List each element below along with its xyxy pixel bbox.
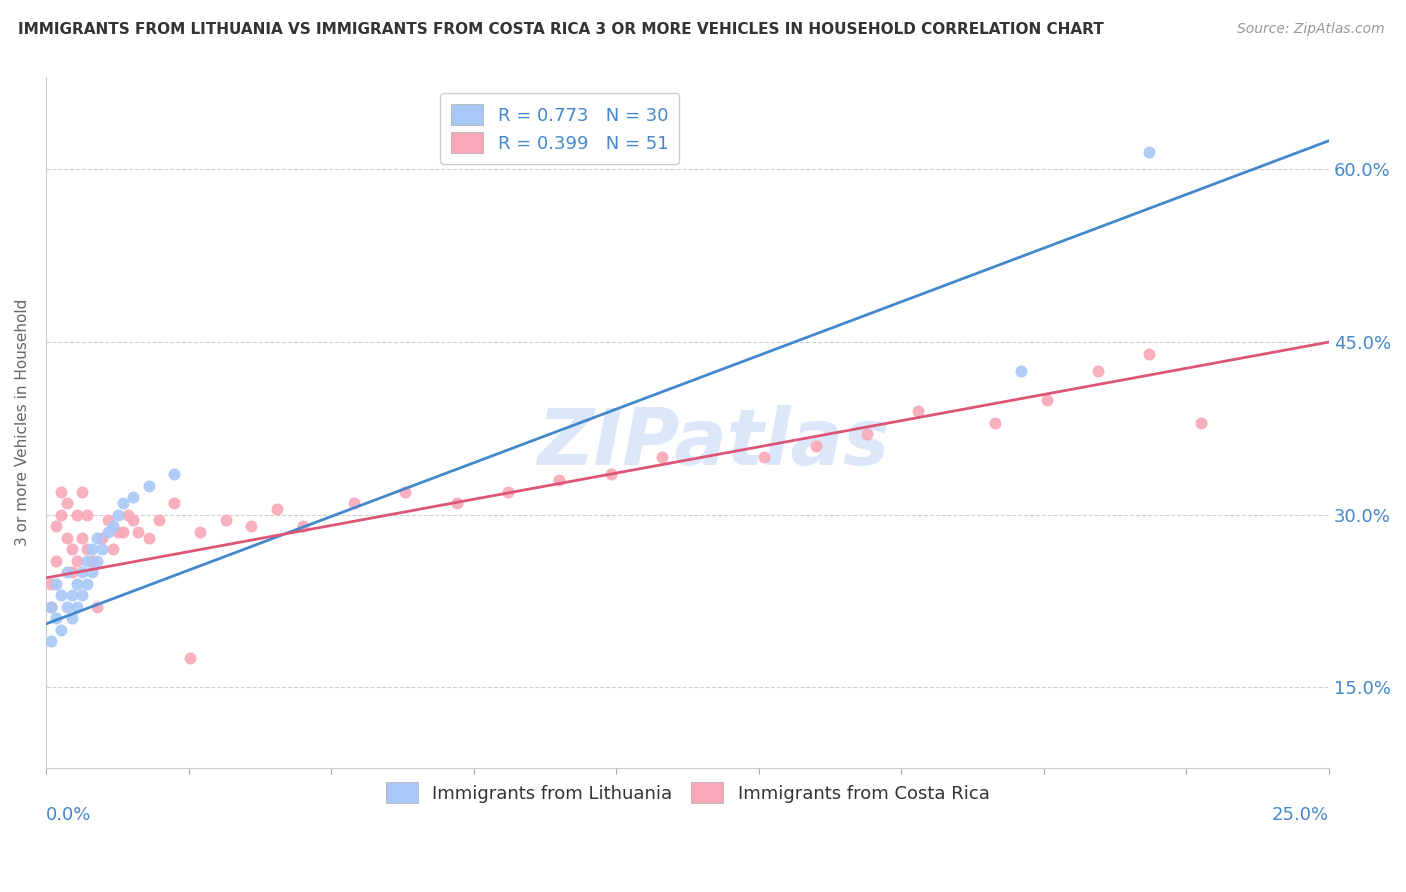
Point xyxy=(66,576,89,591)
Point xyxy=(107,508,129,522)
Point xyxy=(266,501,288,516)
Point xyxy=(45,576,67,591)
Point xyxy=(394,484,416,499)
Point xyxy=(446,496,468,510)
Point xyxy=(66,554,89,568)
Point xyxy=(101,519,124,533)
Point xyxy=(122,513,145,527)
Point xyxy=(138,479,160,493)
Point xyxy=(291,519,314,533)
Point xyxy=(179,651,201,665)
Point xyxy=(1137,346,1160,360)
Point xyxy=(55,599,77,614)
Point xyxy=(76,576,98,591)
Point xyxy=(60,611,83,625)
Point xyxy=(856,427,879,442)
Point xyxy=(55,565,77,579)
Point xyxy=(1137,145,1160,160)
Point xyxy=(82,554,104,568)
Point xyxy=(39,634,62,648)
Point xyxy=(39,599,62,614)
Point xyxy=(70,588,93,602)
Point xyxy=(111,524,134,539)
Point xyxy=(188,524,211,539)
Point xyxy=(91,531,114,545)
Point xyxy=(82,542,104,557)
Point xyxy=(122,491,145,505)
Point xyxy=(70,531,93,545)
Point xyxy=(60,542,83,557)
Point xyxy=(1087,364,1109,378)
Text: ZIPatlas: ZIPatlas xyxy=(537,405,889,482)
Point xyxy=(76,554,98,568)
Point xyxy=(60,565,83,579)
Point xyxy=(91,542,114,557)
Point xyxy=(96,513,118,527)
Point xyxy=(66,599,89,614)
Point xyxy=(138,531,160,545)
Point xyxy=(1035,392,1057,407)
Point xyxy=(76,542,98,557)
Legend: Immigrants from Lithuania, Immigrants from Costa Rica: Immigrants from Lithuania, Immigrants fr… xyxy=(378,775,997,811)
Point xyxy=(984,416,1007,430)
Point xyxy=(86,599,108,614)
Point xyxy=(51,588,73,602)
Point xyxy=(51,623,73,637)
Point xyxy=(45,554,67,568)
Point xyxy=(1010,364,1032,378)
Point xyxy=(907,404,929,418)
Point xyxy=(70,484,93,499)
Point xyxy=(163,467,186,482)
Point xyxy=(214,513,236,527)
Point xyxy=(163,496,186,510)
Point xyxy=(60,588,83,602)
Point xyxy=(55,531,77,545)
Point xyxy=(127,524,149,539)
Point xyxy=(1189,416,1212,430)
Point xyxy=(117,508,139,522)
Point xyxy=(45,611,67,625)
Text: Source: ZipAtlas.com: Source: ZipAtlas.com xyxy=(1237,22,1385,37)
Point xyxy=(96,524,118,539)
Text: IMMIGRANTS FROM LITHUANIA VS IMMIGRANTS FROM COSTA RICA 3 OR MORE VEHICLES IN HO: IMMIGRANTS FROM LITHUANIA VS IMMIGRANTS … xyxy=(18,22,1104,37)
Point xyxy=(55,496,77,510)
Point xyxy=(651,450,673,464)
Text: 25.0%: 25.0% xyxy=(1272,805,1329,823)
Point xyxy=(45,519,67,533)
Point xyxy=(343,496,366,510)
Point xyxy=(66,508,89,522)
Point xyxy=(39,576,62,591)
Point xyxy=(804,439,827,453)
Point xyxy=(51,508,73,522)
Point xyxy=(86,554,108,568)
Point xyxy=(86,531,108,545)
Point xyxy=(240,519,263,533)
Point xyxy=(754,450,776,464)
Point xyxy=(101,542,124,557)
Point xyxy=(148,513,170,527)
Y-axis label: 3 or more Vehicles in Household: 3 or more Vehicles in Household xyxy=(15,299,30,546)
Point xyxy=(599,467,621,482)
Point xyxy=(107,524,129,539)
Point xyxy=(39,599,62,614)
Point xyxy=(111,496,134,510)
Point xyxy=(51,484,73,499)
Point xyxy=(548,473,571,487)
Text: 0.0%: 0.0% xyxy=(46,805,91,823)
Point xyxy=(496,484,519,499)
Point xyxy=(76,508,98,522)
Point xyxy=(82,565,104,579)
Point xyxy=(70,565,93,579)
